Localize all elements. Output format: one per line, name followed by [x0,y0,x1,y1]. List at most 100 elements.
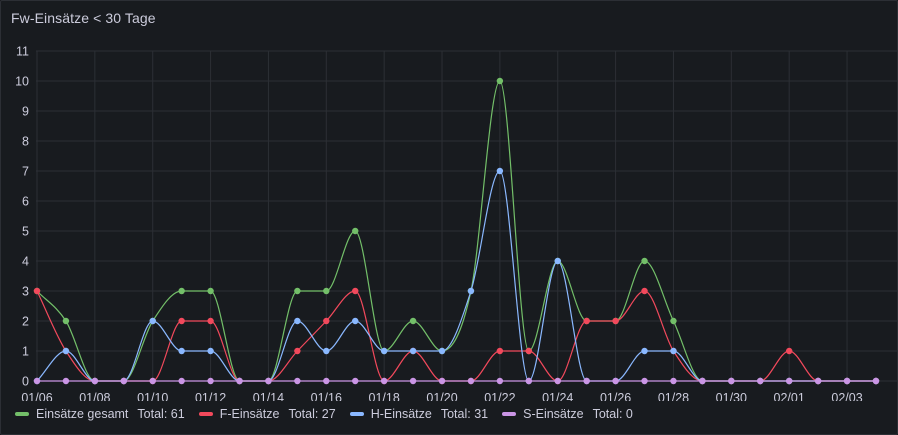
data-point[interactable] [178,377,185,385]
legend-item[interactable]: H-Einsätze Total: 31 [349,407,488,421]
data-point[interactable] [207,317,214,325]
data-point[interactable] [467,287,475,295]
y-tick-label: 5 [22,225,29,239]
x-tick-label: 01/12 [195,391,226,401]
x-tick-label: 01/28 [658,391,689,401]
data-point[interactable] [323,377,330,385]
y-tick-label: 8 [22,135,29,149]
x-tick-label: 01/22 [484,391,515,401]
data-point[interactable] [670,347,677,355]
data-point[interactable] [207,347,214,355]
data-point[interactable] [496,377,504,385]
data-point[interactable] [323,287,330,295]
data-point[interactable] [467,377,475,385]
data-point[interactable] [409,377,417,385]
data-point[interactable] [33,377,41,385]
data-point[interactable] [120,377,127,385]
data-point[interactable] [207,287,214,295]
data-point[interactable] [33,287,41,295]
data-point[interactable] [352,227,359,235]
data-point[interactable] [323,317,330,325]
data-point[interactable] [323,347,330,355]
y-axis: 0 1 2 3 4 5 6 7 8 9 10 11 [15,45,29,389]
y-tick-label: 4 [22,255,29,269]
data-point[interactable] [236,377,243,385]
data-point[interactable] [496,77,504,85]
data-point[interactable] [612,377,619,385]
series-s-eins-tze [33,377,880,385]
data-point[interactable] [380,347,388,355]
data-point[interactable] [554,377,561,385]
legend-label: Einsätze gesamt [36,407,129,421]
data-point[interactable] [670,377,677,385]
x-axis: 01/06 01/08 01/10 01/12 01/14 01/16 01/18 01/20… [21,391,862,401]
data-point[interactable] [699,377,706,385]
data-point[interactable] [641,377,648,385]
chart-series [33,77,880,385]
data-point[interactable] [525,347,533,355]
legend-total: Total: 61 [137,407,185,421]
data-point[interactable] [583,317,590,325]
data-point[interactable] [438,377,446,385]
legend-label: H-Einsätze [370,407,432,421]
data-point[interactable] [872,377,880,385]
data-point[interactable] [785,347,793,355]
data-point[interactable] [294,377,301,385]
data-point[interactable] [814,377,822,385]
y-tick-label: 9 [22,105,29,119]
data-point[interactable] [583,377,590,385]
data-point[interactable] [496,167,504,175]
data-point[interactable] [670,317,677,325]
legend-item[interactable]: S-Einsätze Total: 0 [502,407,633,421]
data-point[interactable] [380,377,388,385]
data-point[interactable] [352,377,359,385]
legend-total: Total: 27 [288,407,336,421]
data-point[interactable] [641,287,648,295]
chart-grid [36,50,898,382]
data-point[interactable] [757,377,764,385]
y-tick-label: 7 [22,165,29,179]
legend-item[interactable]: Einsätze gesamt Total: 61 [15,407,185,421]
data-point[interactable] [62,347,70,355]
data-point[interactable] [178,287,185,295]
data-point[interactable] [785,377,793,385]
series-line [36,170,876,382]
data-point[interactable] [294,287,301,295]
data-point[interactable] [62,317,70,325]
data-point[interactable] [496,347,504,355]
legend-swatch-icon [502,412,517,416]
legend-item[interactable]: F-Einsätze Total: 27 [198,407,336,421]
data-point[interactable] [438,347,446,355]
data-point[interactable] [149,317,156,325]
data-point[interactable] [352,287,359,295]
y-tick-label: 0 [22,375,29,389]
panel-title[interactable]: Fw-Einsätze < 30 Tage [11,10,156,26]
x-tick-label: 01/08 [79,391,110,401]
data-point[interactable] [612,317,619,325]
line-chart: 0 1 2 3 4 5 6 7 8 9 10 11 01/06 01/08 01/10 01/12 01/14… [15,45,898,401]
data-point[interactable] [409,347,417,355]
legend-total: Total: 0 [592,407,633,421]
legend-label: F-Einsätze [219,407,280,421]
data-point[interactable] [728,377,735,385]
x-tick-label: 01/16 [311,391,342,401]
data-point[interactable] [149,377,156,385]
data-point[interactable] [641,347,648,355]
data-point[interactable] [178,317,185,325]
data-point[interactable] [525,377,533,385]
data-point[interactable] [178,347,185,355]
data-point[interactable] [352,317,359,325]
data-point[interactable] [207,377,214,385]
y-tick-label: 1 [22,345,29,359]
data-point[interactable] [409,317,417,325]
data-point[interactable] [554,257,561,265]
data-point[interactable] [294,347,301,355]
y-tick-label: 3 [22,285,29,299]
data-point[interactable] [62,377,70,385]
data-point[interactable] [294,317,301,325]
data-point[interactable] [641,257,648,265]
data-point[interactable] [91,377,99,385]
data-point[interactable] [265,377,272,385]
data-point[interactable] [843,377,851,385]
